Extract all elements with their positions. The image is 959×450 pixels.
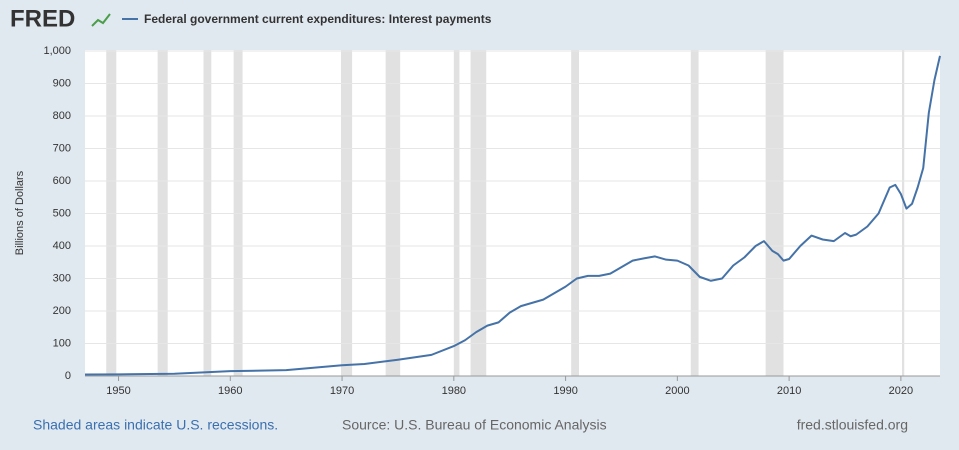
x-tick-label: 1980 [442,385,466,397]
y-tick-label: 100 [53,337,71,349]
y-tick-label: 600 [53,175,71,187]
y-tick-label: 500 [53,207,71,219]
y-tick-label: 400 [53,240,71,252]
x-tick-label: 1950 [106,385,130,397]
y-tick-label: 1,000 [43,45,71,57]
x-tick-label: 2020 [889,385,913,397]
y-tick-label: 200 [53,305,71,317]
legend-label: Federal government current expenditures:… [144,12,492,26]
y-axis-label: Billions of Dollars [14,170,26,255]
x-tick-label: 2010 [777,385,801,397]
y-tick-label: 900 [53,77,71,89]
logo-icon [91,13,111,27]
source: Source: U.S. Bureau of Economic Analysis [342,417,607,433]
x-tick-label: 2000 [665,385,689,397]
y-tick-label: 300 [53,272,71,284]
x-tick-label: 1970 [330,385,354,397]
x-tick-label: 1990 [553,385,577,397]
series-line [84,55,941,376]
y-tick-label: 800 [53,110,71,122]
site[interactable]: fred.stlouisfed.org [797,417,908,433]
y-tick-label: 0 [65,370,71,382]
y-tick-label: 700 [53,142,71,154]
x-tick-label: 1960 [218,385,242,397]
logo: FRED [10,5,75,32]
recession-note[interactable]: Shaded areas indicate U.S. recessions. [33,417,278,433]
